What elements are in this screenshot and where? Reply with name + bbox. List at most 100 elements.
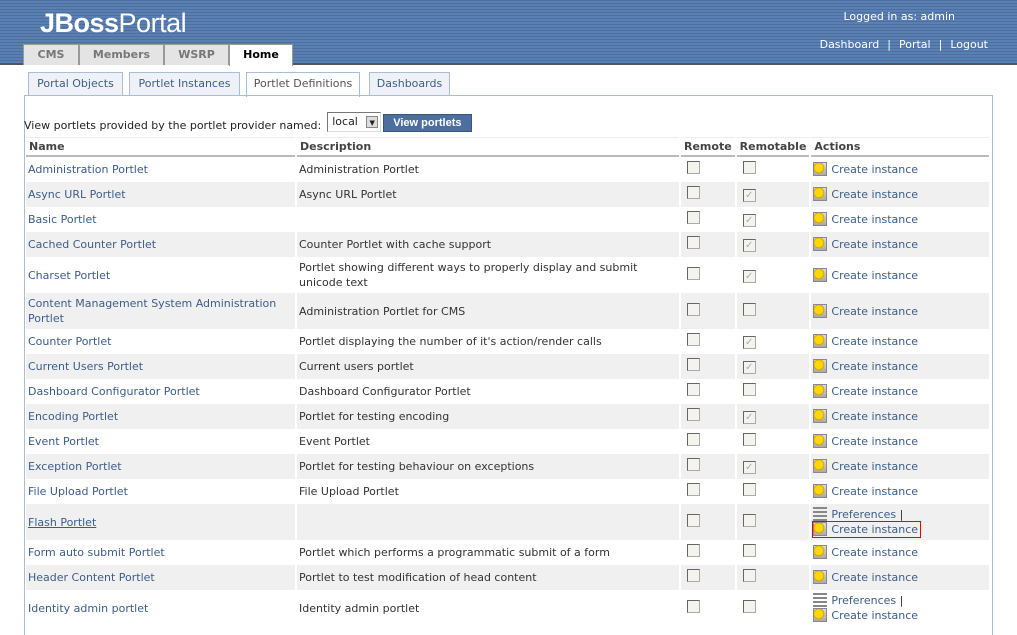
remote-checkbox[interactable] [687, 333, 700, 346]
remote-checkbox[interactable] [687, 186, 700, 199]
actions-cell: Create instance [811, 404, 989, 429]
portlet-name-link[interactable]: Identity admin portlet [28, 601, 149, 615]
remotable-cell: ✓ [737, 257, 810, 293]
remotable-checkbox[interactable] [742, 513, 756, 527]
tab-cms[interactable]: CMS [23, 44, 79, 65]
remotable-checkbox[interactable]: ✓ [742, 189, 756, 202]
portlet-name-link[interactable]: Exception Portlet [28, 460, 122, 473]
portlet-name-link[interactable]: Dashboard Configurator Portlet [28, 385, 200, 398]
subtab-dashboards[interactable]: Dashboards [369, 72, 450, 96]
remotable-checkbox[interactable] [742, 544, 756, 557]
col-actions: Actions [811, 137, 989, 157]
remote-checkbox[interactable] [687, 544, 700, 557]
table-row: Header Content Portlet Portlet to test m… [26, 565, 989, 590]
remote-checkbox[interactable] [687, 211, 700, 224]
name-cell: Dashboard Configurator Portlet [26, 379, 295, 404]
remote-checkbox[interactable] [687, 513, 700, 527]
create-instance-link[interactable]: Create instance [813, 570, 918, 584]
remotable-checkbox[interactable] [742, 483, 756, 496]
remote-checkbox[interactable] [687, 433, 700, 446]
remotable-checkbox[interactable] [742, 161, 756, 174]
create-instance-link[interactable]: Create instance [813, 545, 918, 559]
name-cell: Flash Portlet [26, 504, 295, 540]
create-instance-link[interactable]: Create instance [813, 359, 918, 373]
create-instance-link[interactable]: Create instance [813, 187, 918, 201]
remotable-cell [737, 429, 810, 454]
dashboard-link[interactable]: Dashboard [819, 38, 880, 51]
remote-checkbox[interactable] [687, 266, 700, 280]
remote-checkbox[interactable] [687, 569, 700, 582]
create-instance-link[interactable]: Create instance [813, 303, 918, 318]
remote-checkbox[interactable] [687, 483, 700, 496]
preferences-link[interactable]: Preferences [813, 593, 896, 607]
remote-checkbox[interactable] [687, 161, 700, 174]
table-row: Content Management System Administration… [26, 293, 989, 329]
remotable-checkbox[interactable]: ✓ [742, 269, 756, 283]
create-instance-link[interactable]: Create instance [812, 521, 922, 538]
create-instance-link[interactable]: Create instance [813, 237, 918, 251]
view-portlets-button[interactable]: View portlets [383, 114, 472, 132]
portal-link[interactable]: Portal [899, 38, 931, 51]
remote-checkbox[interactable] [687, 236, 700, 249]
portlet-name-link[interactable]: Charset Portlet [28, 268, 111, 282]
portlet-name-link[interactable]: Flash Portlet [28, 515, 97, 529]
create-instance-link[interactable]: Create instance [813, 434, 918, 448]
portlet-name-link[interactable]: Counter Portlet [28, 335, 112, 348]
create-instance-link[interactable]: Create instance [813, 409, 918, 423]
remotable-checkbox[interactable] [742, 569, 756, 582]
remote-cell [681, 257, 735, 293]
table-row: Dashboard Configurator Portlet Dashboard… [26, 379, 989, 404]
remote-checkbox[interactable] [687, 599, 700, 613]
remotable-checkbox[interactable] [742, 433, 756, 446]
remote-checkbox[interactable] [687, 302, 700, 316]
subtab-portal-objects[interactable]: Portal Objects [28, 72, 123, 96]
create-instance-link[interactable]: Create instance [813, 459, 918, 473]
create-instance-link[interactable]: Create instance [813, 162, 918, 176]
tab-home[interactable]: Home [229, 44, 293, 66]
remotable-checkbox[interactable]: ✓ [742, 461, 756, 474]
portlet-name-link[interactable]: Async URL Portlet [28, 188, 126, 201]
remotable-checkbox[interactable]: ✓ [742, 239, 756, 252]
preferences-link[interactable]: Preferences [813, 507, 896, 521]
remote-checkbox[interactable] [687, 383, 700, 396]
portlet-name-link[interactable]: Cached Counter Portlet [28, 238, 157, 251]
tab-wsrp[interactable]: WSRP [164, 44, 229, 65]
portlet-name-link[interactable]: Basic Portlet [28, 213, 97, 226]
remote-checkbox[interactable] [687, 408, 700, 421]
portlet-name-link[interactable]: Administration Portlet [28, 163, 148, 176]
create-instance-link[interactable]: Create instance [813, 608, 918, 622]
portlet-name-link[interactable]: Encoding Portlet [28, 410, 119, 423]
remote-checkbox[interactable] [687, 358, 700, 371]
remotable-checkbox[interactable]: ✓ [742, 214, 756, 227]
portlet-name-link[interactable]: Content Management System Administration… [28, 297, 277, 325]
subtab-portlet-instances[interactable]: Portlet Instances [129, 72, 240, 96]
create-instance-link[interactable]: Create instance [813, 334, 918, 348]
create-instance-link[interactable]: Create instance [813, 484, 918, 498]
remotable-checkbox[interactable] [742, 599, 756, 613]
provider-select[interactable]: local ▼ [327, 112, 382, 132]
remote-cell [681, 354, 735, 379]
remotable-checkbox[interactable]: ✓ [742, 411, 756, 424]
remotable-checkbox[interactable] [742, 383, 756, 396]
description-cell [297, 207, 679, 232]
create-instance-link[interactable]: Create instance [813, 212, 918, 226]
portlet-name-link[interactable]: Event Portlet [28, 435, 99, 448]
create-instance-link[interactable]: Create instance [813, 267, 918, 282]
remote-checkbox[interactable] [687, 458, 700, 471]
tab-members[interactable]: Members [79, 44, 164, 65]
portlet-name-link[interactable]: Current Users Portlet [28, 360, 144, 373]
portlet-name-link[interactable]: Header Content Portlet [28, 571, 155, 584]
create-instance-icon [813, 522, 828, 536]
remotable-checkbox[interactable]: ✓ [742, 336, 756, 349]
remote-cell [681, 590, 735, 626]
create-instance-link[interactable]: Create instance [813, 384, 918, 398]
remotable-checkbox[interactable] [742, 302, 756, 316]
subtab-portlet-definitions[interactable]: Portlet Definitions [246, 72, 360, 97]
name-cell: Content Management System Administration… [26, 293, 295, 329]
portlet-name-link[interactable]: Form auto submit Portlet [28, 546, 165, 559]
logout-link[interactable]: Logout [950, 38, 988, 51]
remotable-cell: ✓ [737, 329, 810, 354]
remotable-checkbox[interactable]: ✓ [742, 361, 756, 374]
actions-cell: Create instance [811, 379, 989, 404]
portlet-name-link[interactable]: File Upload Portlet [28, 485, 128, 498]
